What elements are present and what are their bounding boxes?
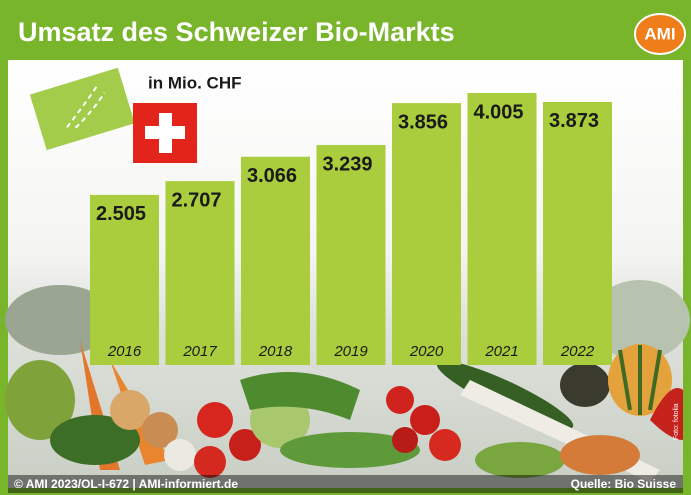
value-label: 3.239 <box>323 153 373 175</box>
value-label: 3.873 <box>549 110 599 132</box>
value-label: 3.856 <box>398 111 448 133</box>
value-label: 3.066 <box>247 165 297 187</box>
x-tick-label: 2019 <box>333 343 368 360</box>
photo-credit: Foto: fotolia <box>673 403 680 440</box>
x-tick-label: 2021 <box>484 343 518 360</box>
footer: © AMI 2023/OL-I-672 | AMI-informiert.de <box>14 477 238 491</box>
x-tick-label: 2017 <box>182 343 217 360</box>
x-tick-label: 2020 <box>409 343 444 360</box>
bar <box>317 145 386 365</box>
x-tick-label: 2018 <box>258 343 293 360</box>
bar <box>543 102 612 365</box>
swiss-flag <box>133 103 197 163</box>
bar <box>468 93 537 365</box>
logo: AMI <box>644 24 675 43</box>
subtitle: in Mio. CHF <box>148 73 241 92</box>
bar <box>392 103 461 365</box>
chart: Umsatz des Schweizer Bio-Markts AMI in M… <box>0 0 691 495</box>
chart-title: Umsatz des Schweizer Bio-Markts <box>18 17 455 47</box>
bar <box>241 157 310 365</box>
x-tick-label: 2022 <box>560 343 595 360</box>
x-tick-label: 2016 <box>107 343 142 360</box>
value-label: 4.005 <box>474 101 524 123</box>
value-label: 2.505 <box>96 203 146 225</box>
source: Quelle: Bio Suisse <box>571 477 677 491</box>
value-label: 2.707 <box>172 189 222 211</box>
